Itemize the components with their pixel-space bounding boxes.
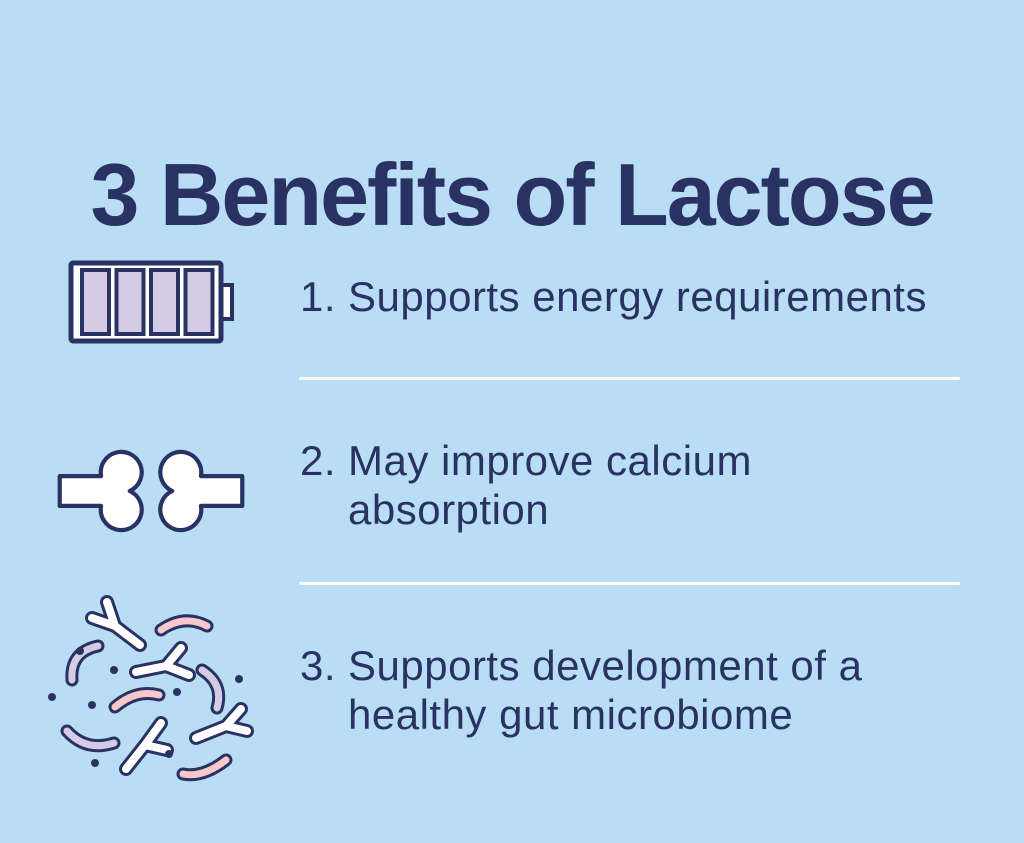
rod-bacterium-pink [176, 753, 233, 782]
benefit-item-2: 2. May improve calcium absorption [300, 436, 752, 534]
divider-line [299, 582, 960, 585]
divider-line [299, 377, 960, 380]
rod-bacterium-lavender [65, 639, 105, 687]
broken-bone-icon [56, 448, 246, 534]
benefit-text: May improve calcium absorption [348, 437, 752, 533]
rod-bacterium-pink [108, 687, 166, 714]
benefit-number: 1. [300, 273, 337, 320]
y-bacterium [119, 716, 174, 776]
microbe-dots [48, 647, 243, 767]
battery-icon [68, 260, 236, 344]
benefit-number: 2. [300, 437, 337, 484]
y-bacterium [189, 702, 254, 745]
y-bacterium [129, 641, 196, 682]
benefit-number: 3. [300, 642, 337, 689]
benefit-text: Supports development of a healthy gut mi… [348, 642, 863, 738]
gut-bacteria-icon [30, 590, 270, 800]
page-title: 3 Benefits of Lactose [90, 144, 935, 244]
rod-bacterium-lavender [60, 724, 121, 753]
y-bacterium [85, 595, 147, 652]
rod-bacterium-lavender [195, 663, 226, 715]
benefit-item-1: 1. Supports energy requirements [300, 272, 927, 321]
benefit-item-3: 3. Supports development of a healthy gut… [300, 641, 863, 739]
benefit-text: Supports energy requirements [348, 273, 927, 320]
rod-bacterium-pink [154, 614, 214, 637]
